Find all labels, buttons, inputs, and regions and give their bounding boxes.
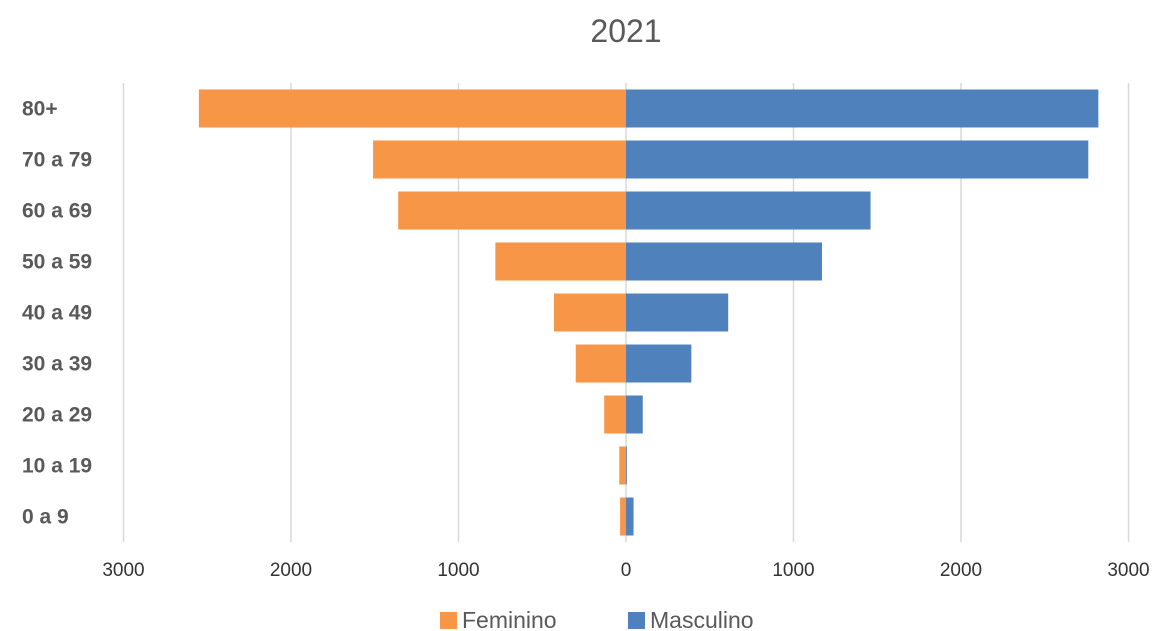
bar-masculino xyxy=(626,497,634,536)
bar-feminino xyxy=(198,89,626,128)
legend-label: Masculino xyxy=(650,607,754,631)
category-label: 70 a 79 xyxy=(22,149,92,172)
x-tick-label: 3000 xyxy=(1107,560,1149,581)
bar-feminino xyxy=(620,497,626,536)
x-tick-label: 3000 xyxy=(102,560,144,581)
category-labels: 80+ 70 a 79 60 a 69 50 a 59 40 a 49 30 a 39 20… xyxy=(22,98,92,529)
legend: Feminino Masculino xyxy=(440,607,754,631)
bar-masculino xyxy=(626,242,822,281)
bar-masculino xyxy=(626,395,643,434)
x-tick-label: 1000 xyxy=(772,560,814,581)
bar-feminino xyxy=(495,242,626,281)
x-tick-label: 1000 xyxy=(437,560,479,581)
bar-feminino xyxy=(575,344,626,383)
bars xyxy=(198,89,1099,536)
bar-masculino xyxy=(626,293,729,332)
bar-feminino xyxy=(373,140,626,179)
legend-swatch xyxy=(440,612,457,629)
category-label: 60 a 69 xyxy=(22,200,92,223)
bar-masculino xyxy=(626,446,627,485)
bar-masculino xyxy=(626,344,692,383)
bar-feminino xyxy=(398,191,626,230)
bar-feminino xyxy=(619,446,626,485)
category-label: 40 a 49 xyxy=(22,302,92,325)
category-label: 30 a 39 xyxy=(22,353,92,376)
chart-title: 2021 xyxy=(590,13,661,49)
bar-masculino xyxy=(626,89,1099,128)
bar-masculino xyxy=(626,191,871,230)
category-label: 50 a 59 xyxy=(22,251,92,274)
x-tick-label: 0 xyxy=(621,560,632,581)
category-label: 20 a 29 xyxy=(22,404,92,427)
bar-masculino xyxy=(626,140,1089,179)
category-label: 0 a 9 xyxy=(22,506,69,529)
bar-feminino xyxy=(553,293,626,332)
category-label: 80+ xyxy=(22,98,58,121)
bar-feminino xyxy=(604,395,626,434)
legend-swatch xyxy=(628,612,645,629)
legend-label: Feminino xyxy=(462,607,557,631)
category-label: 10 a 19 xyxy=(22,455,92,478)
x-axis-tick-labels: 3000 2000 1000 0 1000 2000 3000 xyxy=(102,560,1149,581)
x-tick-label: 2000 xyxy=(940,560,982,581)
x-tick-label: 2000 xyxy=(270,560,312,581)
